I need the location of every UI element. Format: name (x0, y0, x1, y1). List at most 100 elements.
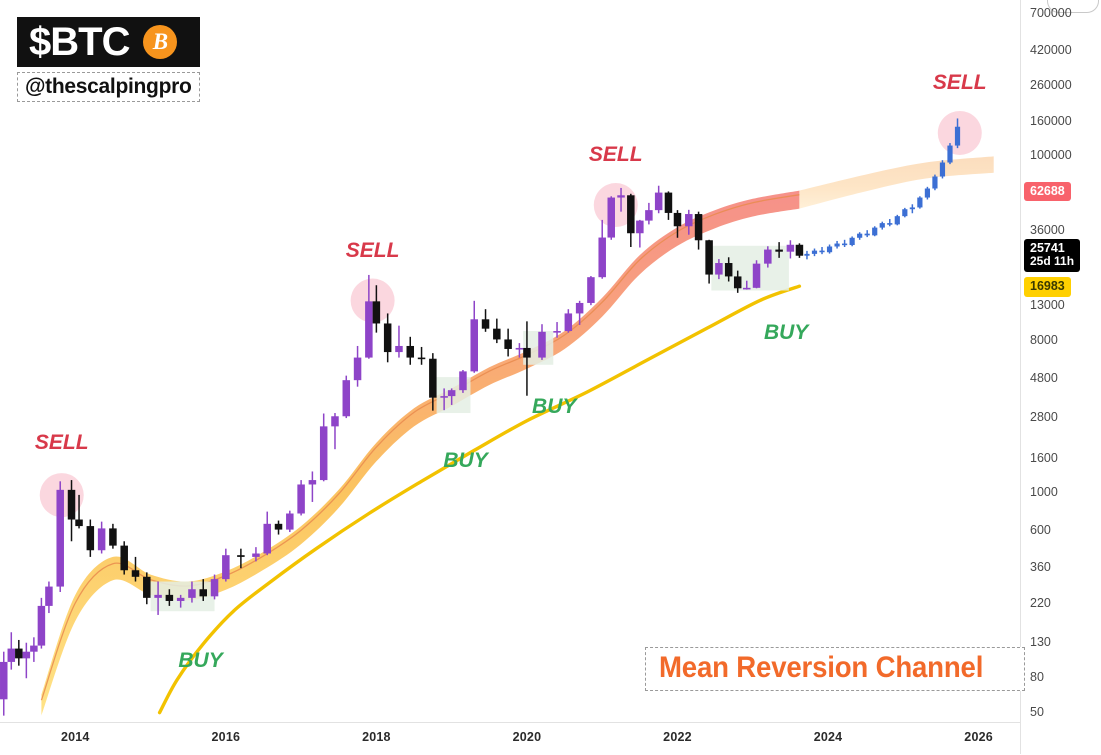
y-tick-160000: 160000 (1030, 114, 1072, 129)
candle-body (131, 570, 140, 577)
candle-body (86, 526, 95, 551)
candle-body (664, 192, 673, 213)
y-tick-360: 360 (1030, 560, 1051, 575)
candle-body (685, 214, 693, 227)
candle-body (222, 555, 230, 580)
candle-body (673, 212, 682, 227)
candle-body (395, 345, 403, 353)
projection-candle-body (947, 145, 953, 163)
candle-body (752, 263, 761, 288)
candle-body (654, 192, 663, 211)
projection-candle-body (924, 188, 931, 198)
y-tick-700000: 700000 (1030, 6, 1072, 21)
projection-candle-body (879, 223, 885, 228)
chart-title: Mean Reversion Channel (659, 651, 984, 684)
projection-candle-body (954, 126, 961, 146)
candle-body (319, 426, 328, 481)
sell-circle-layer (39, 110, 982, 518)
projection-candle-body (834, 243, 840, 247)
candle-body (176, 597, 185, 601)
countdown-label: 25d 11h (1030, 254, 1075, 269)
candle-body (617, 195, 625, 198)
candle-body (417, 357, 426, 360)
sell-label: SELL (588, 143, 643, 167)
x-tick-2026: 2026 (964, 730, 993, 744)
y-tick-36000: 36000 (1030, 223, 1065, 238)
candle-body (481, 319, 490, 329)
candle-body (263, 523, 271, 554)
candle-body (724, 263, 733, 277)
buy-label: BUY (763, 320, 809, 344)
candle-body (627, 195, 635, 234)
y-tick-13000: 13000 (1030, 297, 1065, 312)
candle-body (353, 357, 362, 381)
buy-zone-rect (711, 245, 789, 291)
candle-body (331, 416, 339, 427)
price-chart-canvas[interactable]: SELL BUY SELL BUY BUY SELL BUY SELL (0, 0, 1020, 722)
y-tick-100000: 100000 (1030, 148, 1072, 163)
candle-body (45, 586, 53, 606)
x-tick-2016: 2016 (211, 730, 241, 744)
lower-band-price-badge[interactable]: 16983 (1024, 277, 1071, 297)
upper-band-price-value: 62688 (1030, 183, 1065, 198)
candle-body (515, 347, 524, 350)
y-tick-600: 600 (1030, 522, 1051, 537)
x-axis[interactable]: 2014 2016 2018 2020 2022 2024 2026 (0, 722, 1020, 755)
candle-body (37, 605, 46, 646)
candle-body (636, 220, 644, 234)
candle-body (75, 519, 83, 527)
brand-logo: $BTC B @thescalpingpro (17, 17, 200, 103)
historical-candles (0, 185, 804, 716)
candle-body (523, 347, 531, 358)
buy-zone-rect (523, 331, 554, 365)
candle-body (598, 237, 606, 278)
candle-body (795, 244, 804, 256)
candle-body (372, 301, 381, 324)
buy-label: BUY (532, 394, 577, 418)
candle-body (645, 210, 653, 221)
buy-label: BUY (178, 649, 223, 673)
y-tick-220: 220 (1030, 596, 1051, 611)
handle-badge: @thescalpingpro (17, 72, 200, 103)
projection-candle-body (804, 253, 810, 256)
projection-candle-body (826, 246, 833, 253)
candle-body (0, 661, 8, 700)
candle-body (447, 390, 456, 397)
buy-label: BUY (443, 449, 488, 473)
candle-body (210, 579, 219, 597)
projection-candle-body (819, 250, 825, 253)
x-tick-2018: 2018 (362, 730, 391, 744)
projection-candle-body (857, 233, 863, 238)
candle-body (252, 553, 260, 557)
x-tick-2020: 2020 (512, 730, 542, 744)
candle-body (429, 358, 437, 398)
candle-body (143, 576, 151, 598)
upper-band-price-badge[interactable]: 62688 (1024, 181, 1071, 202)
projection-candle-body (909, 207, 915, 210)
candle-body (342, 380, 351, 417)
x-tick-2014: 2014 (60, 730, 90, 744)
candle-body (715, 263, 723, 275)
candle-body (165, 594, 174, 601)
y-axis-price-scale[interactable]: 700000 420000 260000 160000 100000 36000 13000… (1020, 0, 1101, 754)
bitcoin-icon: B (143, 24, 178, 59)
candle-body (764, 249, 772, 264)
candle-body (308, 480, 317, 485)
candle-body (15, 648, 23, 659)
candle-body (188, 589, 196, 598)
candle-body (607, 197, 615, 238)
candle-body (7, 648, 16, 662)
y-tick-4800: 4800 (1030, 370, 1058, 385)
projection-candle-body (902, 209, 908, 217)
projection-candle-body (864, 233, 870, 236)
candle-body (120, 545, 128, 571)
y-tick-8000: 8000 (1030, 333, 1058, 348)
sell-marker-circle (350, 278, 395, 323)
candle-body (587, 277, 595, 303)
last-price-badge[interactable]: 25741 25d 11h (1024, 238, 1081, 272)
projection-candle-body (939, 162, 946, 177)
candle-body (575, 302, 584, 314)
candle-body (705, 240, 713, 275)
y-tick-420000: 420000 (1030, 43, 1072, 58)
candle-body (383, 323, 392, 353)
